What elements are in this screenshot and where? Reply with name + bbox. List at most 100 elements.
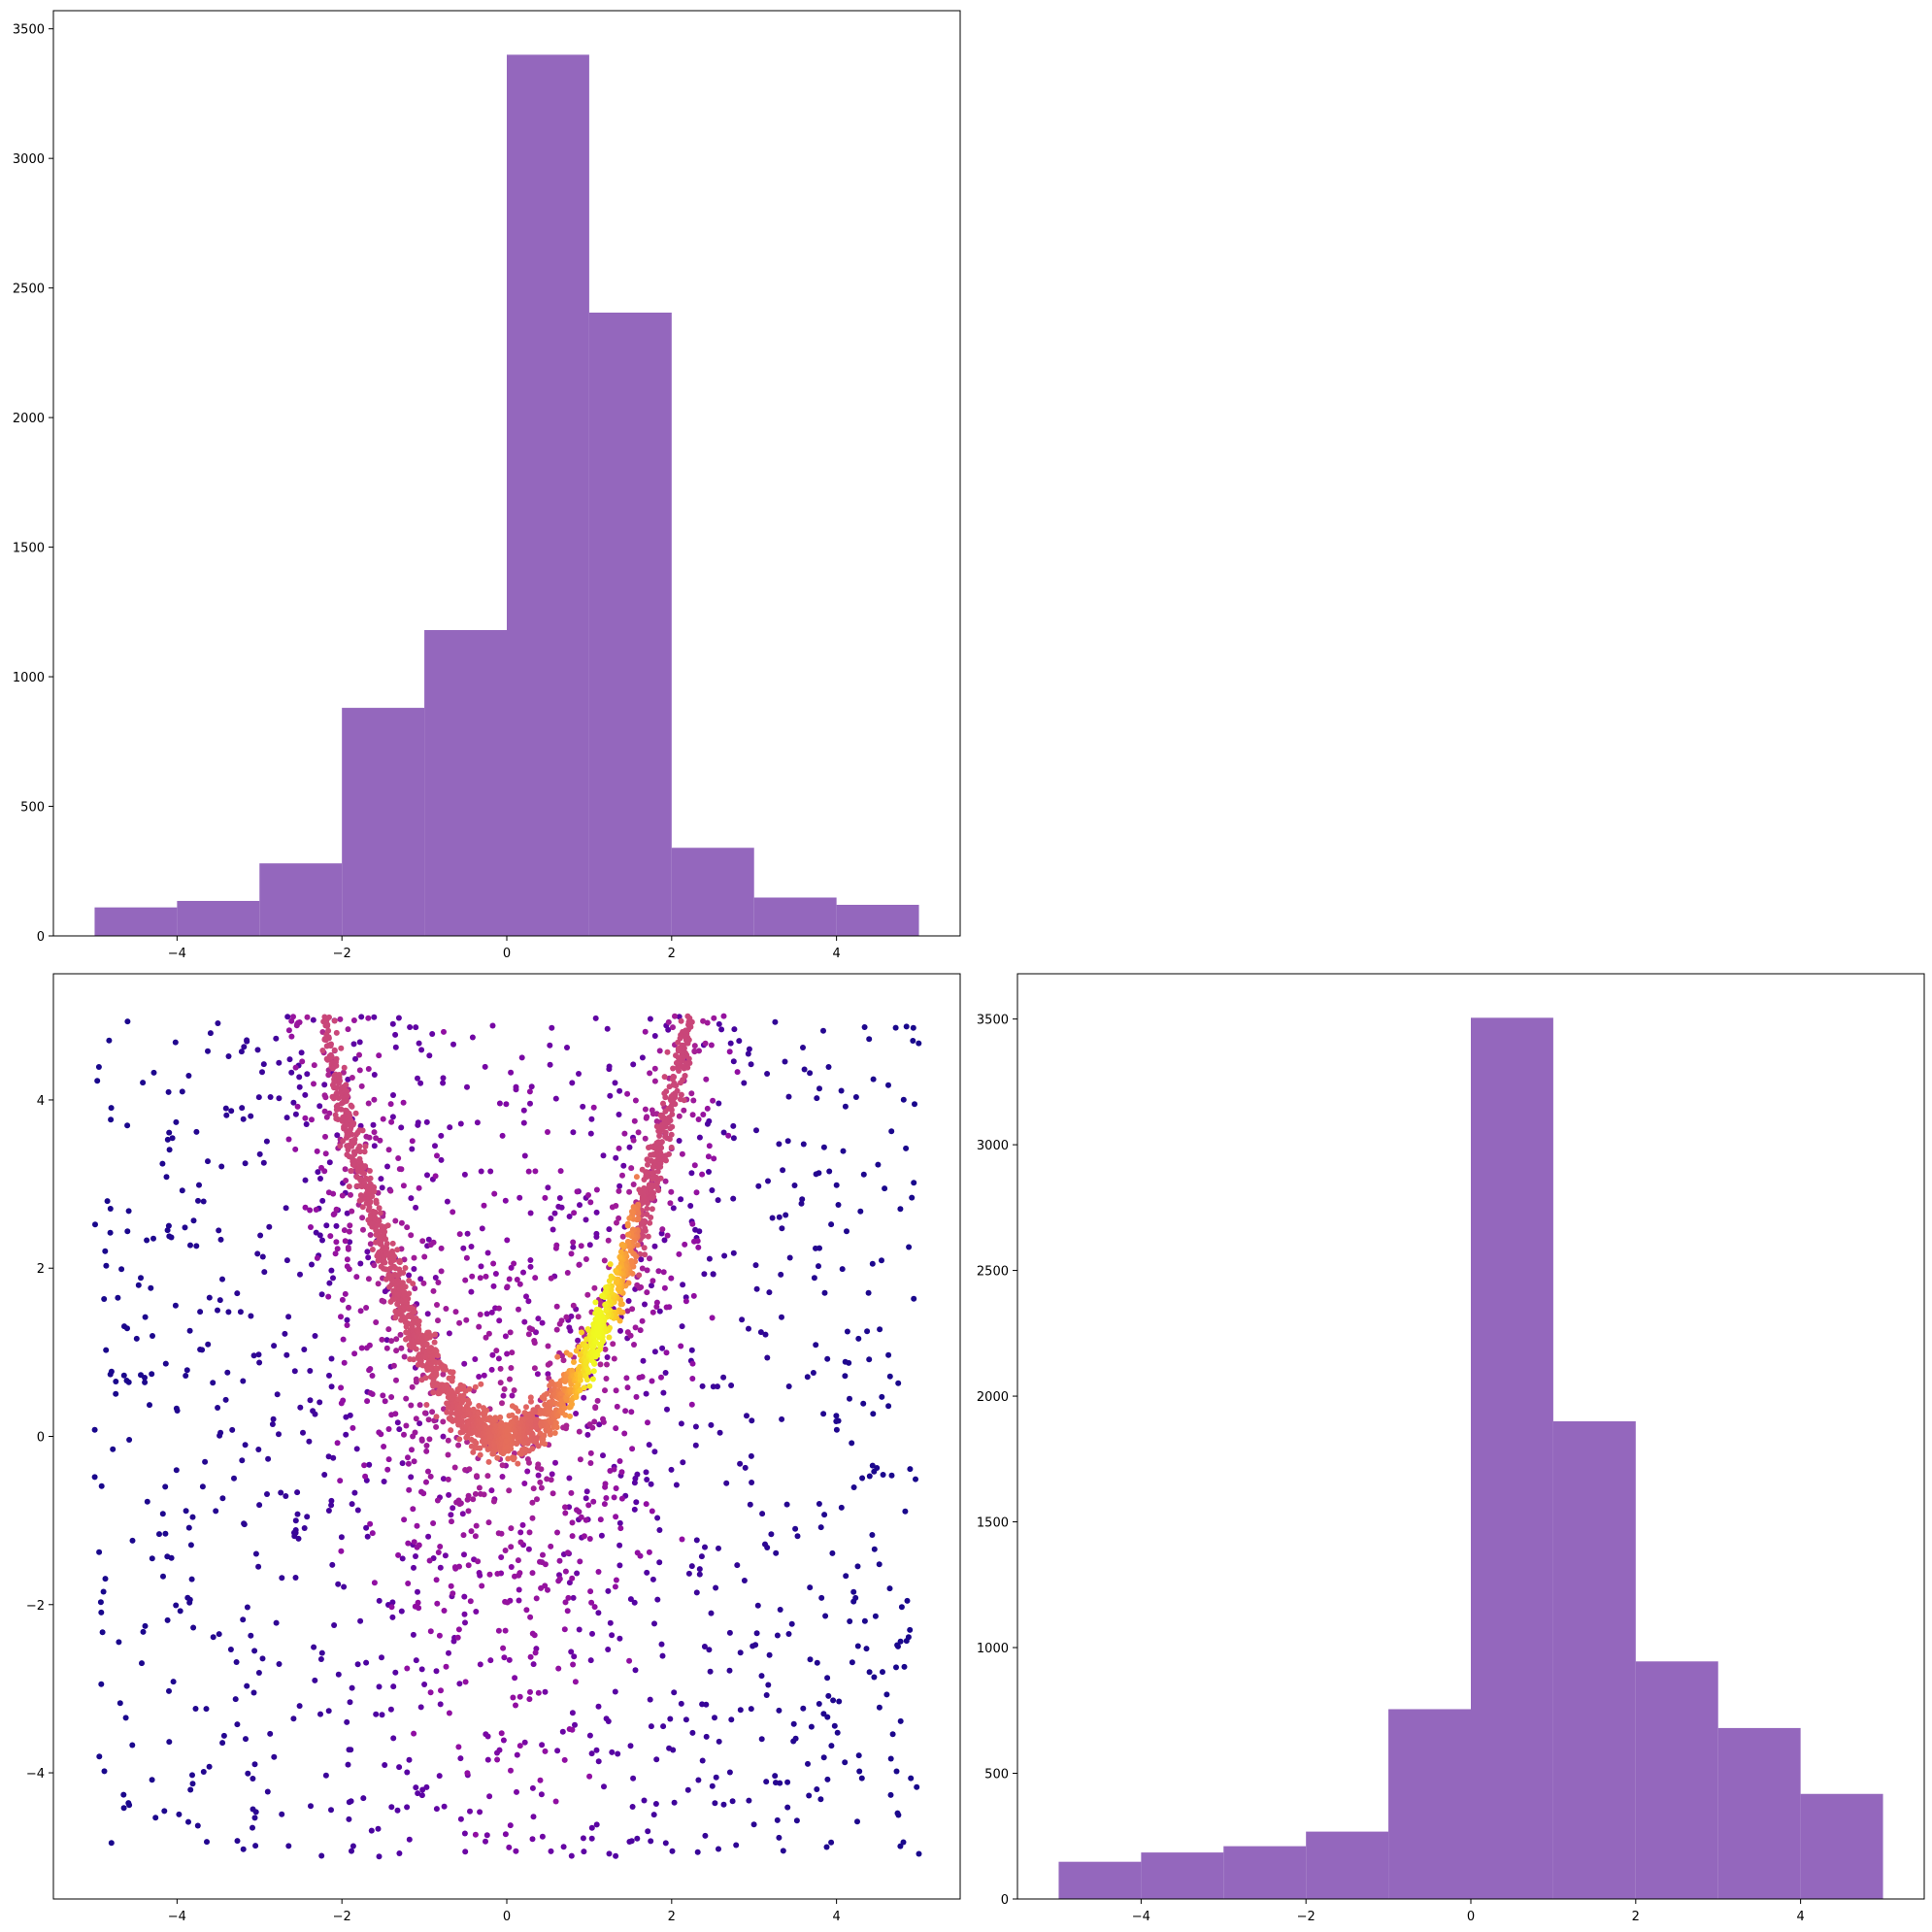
scatter-point xyxy=(538,1484,545,1491)
scatter-point xyxy=(641,1177,648,1183)
y-tick-label: 3500 xyxy=(977,1014,1009,1028)
scatter-point xyxy=(516,1743,523,1749)
scatter-point xyxy=(833,1426,840,1433)
scatter-point xyxy=(650,1170,655,1177)
scatter-point xyxy=(104,1198,111,1205)
scatter-point xyxy=(409,1383,416,1390)
scatter-point xyxy=(578,1243,584,1249)
scatter-point xyxy=(525,1331,532,1338)
x-tick-label: −2 xyxy=(333,947,351,961)
scatter-point xyxy=(854,1643,861,1649)
scatter-point xyxy=(746,1325,751,1332)
scatter-point xyxy=(347,1412,353,1418)
scatter-point xyxy=(799,1196,806,1203)
scatter-point xyxy=(616,1215,622,1221)
scatter-point xyxy=(508,1564,515,1570)
scatter-point xyxy=(716,1846,721,1852)
scatter-point xyxy=(215,1020,221,1026)
scatter-point xyxy=(828,1221,835,1228)
scatter-point xyxy=(406,1272,413,1279)
scatter-point xyxy=(676,1250,683,1257)
scatter-point xyxy=(195,1197,201,1204)
scatter-point xyxy=(591,1418,598,1425)
scatter-point xyxy=(346,1183,352,1190)
scatter-point xyxy=(772,1018,779,1025)
scatter-point xyxy=(663,1304,670,1311)
scatter-point xyxy=(662,1840,669,1847)
scatter-point xyxy=(630,1204,637,1211)
scatter-point xyxy=(292,1146,299,1152)
scatter-point xyxy=(607,1619,614,1626)
scatter-point xyxy=(816,1085,822,1092)
scatter-point xyxy=(425,1236,432,1243)
scatter-point xyxy=(432,1143,438,1149)
scatter-point xyxy=(785,1631,792,1637)
scatter-point xyxy=(338,1534,345,1541)
scatter-point xyxy=(164,1136,171,1143)
scatter-point xyxy=(650,1175,655,1182)
scatter-point xyxy=(616,1542,623,1549)
scatter-point xyxy=(185,1524,192,1531)
scatter-point xyxy=(467,1598,474,1605)
scatter-point xyxy=(502,1548,509,1553)
scatter-point xyxy=(455,1626,462,1633)
scatter-point xyxy=(626,1188,633,1195)
scatter-point xyxy=(205,1158,211,1165)
scatter-point xyxy=(511,1260,517,1267)
scatter-point xyxy=(603,1306,610,1313)
scatter-point xyxy=(160,1573,166,1580)
scatter-point xyxy=(413,1204,419,1211)
scatter-point xyxy=(321,1472,328,1478)
scatter-point xyxy=(285,1136,292,1143)
scatter-point xyxy=(877,1326,883,1333)
scatter-point xyxy=(545,1371,551,1378)
scatter-point xyxy=(371,1188,378,1195)
scatter-point xyxy=(647,1696,653,1703)
scatter-point xyxy=(496,1747,503,1753)
scatter-point xyxy=(587,1130,594,1137)
scatter-point xyxy=(411,1254,417,1261)
scatter-point xyxy=(340,1069,347,1076)
scatter-point xyxy=(463,1254,470,1261)
scatter-point xyxy=(639,1166,646,1173)
scatter-point xyxy=(418,1666,425,1673)
scatter-point xyxy=(376,1597,383,1604)
scatter-point xyxy=(650,1576,656,1582)
scatter-point xyxy=(499,1132,506,1139)
scatter-point xyxy=(520,1119,527,1126)
scatter-point xyxy=(483,1832,490,1839)
scatter-point xyxy=(321,1108,328,1115)
scatter-point xyxy=(204,1839,210,1846)
scatter-point xyxy=(535,1461,542,1468)
scatter-point xyxy=(644,1211,650,1217)
scatter-point xyxy=(405,1460,412,1467)
scatter-point xyxy=(508,1264,515,1271)
scatter-point xyxy=(583,1495,589,1502)
scatter-point xyxy=(365,1254,372,1261)
scatter-point xyxy=(807,1656,814,1663)
scatter-point xyxy=(466,1385,473,1392)
scatter-point xyxy=(464,1770,471,1777)
scatter-point xyxy=(631,1342,637,1348)
scatter-point xyxy=(367,1175,374,1182)
scatter-point xyxy=(421,1682,428,1687)
scatter-point xyxy=(327,1233,334,1240)
scatter-point xyxy=(403,1422,410,1429)
scatter-point xyxy=(470,1449,477,1455)
scatter-point xyxy=(126,1802,133,1809)
scatter-point xyxy=(589,1376,596,1382)
scatter-point xyxy=(516,1597,522,1604)
scatter-point xyxy=(340,1336,347,1343)
scatter-point xyxy=(326,1159,333,1166)
scatter-point xyxy=(368,1827,375,1834)
x-tick-label: 0 xyxy=(1467,1910,1475,1924)
scatter-point xyxy=(521,1739,528,1746)
scatter-point xyxy=(349,1131,355,1138)
scatter-point xyxy=(504,1444,511,1450)
scatter-point xyxy=(569,1080,576,1086)
scatter-point xyxy=(532,1649,539,1656)
scatter-point xyxy=(328,1502,335,1509)
scatter-point xyxy=(416,1420,423,1427)
scatter-point xyxy=(500,1737,507,1744)
scatter-point xyxy=(371,1580,378,1586)
